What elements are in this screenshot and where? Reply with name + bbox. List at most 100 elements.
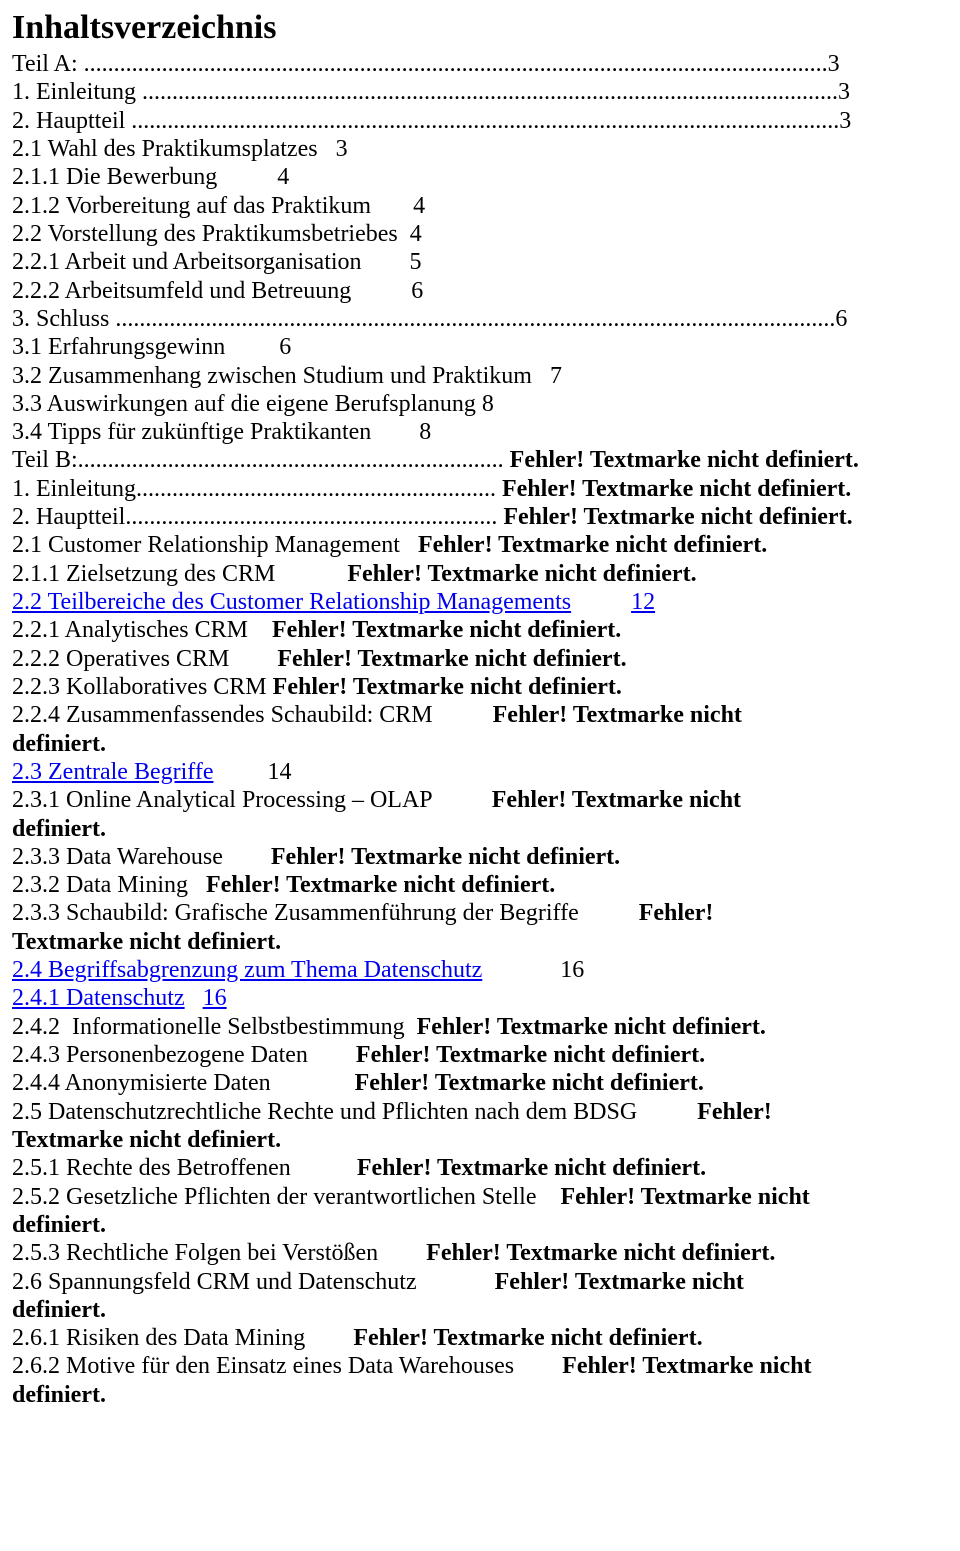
toc-link-page[interactable]: 12 [631, 589, 655, 615]
toc-line: 2.5.1 Rechte des Betroffenen Fehler! Tex… [12, 1154, 960, 1182]
toc-text: 2.6 Spannungsfeld CRM und Datenschutz [12, 1269, 495, 1295]
toc-line: 2.2.2 Operatives CRM Fehler! Textmarke n… [12, 645, 960, 673]
toc-spacer [185, 985, 203, 1011]
error-text: Fehler! Textmarke nicht [560, 1184, 809, 1210]
toc-line: 2.1.1 Die Bewerbung 4 [12, 163, 960, 191]
toc-line: 2.6.2 Motive für den Einsatz eines Data … [12, 1352, 960, 1380]
toc-dots: ........................................… [78, 447, 510, 473]
toc-line: 2.6 Spannungsfeld CRM und Datenschutz Fe… [12, 1268, 960, 1296]
toc-line: 3.3 Auswirkungen auf die eigene Berufspl… [12, 390, 960, 418]
toc-line: 2.1 Wahl des Praktikumsplatzes 3 [12, 135, 960, 163]
toc-text: 2.5 Datenschutzrechtliche Rechte und Pfl… [12, 1099, 697, 1125]
toc-line: 2.3.2 Data Mining Fehler! Textmarke nich… [12, 871, 960, 899]
error-text: Fehler! Textmarke nicht [562, 1353, 811, 1379]
error-text: Fehler! Textmarke nicht definiert. [355, 1070, 704, 1096]
error-text-cont: definiert. [12, 815, 960, 843]
toc-line: 2.2 Teilbereiche des Customer Relationsh… [12, 588, 960, 616]
toc-line: 2. Hauptteil............................… [12, 503, 960, 531]
error-text: Fehler! Textmarke nicht definiert. [271, 844, 620, 870]
toc-line: 3. Schluss .............................… [12, 305, 960, 333]
toc-text: 2.4.3 Personenbezogene Daten [12, 1042, 356, 1068]
toc-line: 2.5 Datenschutzrechtliche Rechte und Pfl… [12, 1098, 960, 1126]
error-text-cont: definiert. [12, 1296, 960, 1324]
toc-line: 3.4 Tipps für zukünftige Praktikanten 8 [12, 418, 960, 446]
toc-line: 2.3.3 Schaubild: Grafische Zusammenführu… [12, 899, 960, 927]
toc-line: 2.4 Begriffsabgrenzung zum Thema Datensc… [12, 956, 960, 984]
toc-line: Teil B:.................................… [12, 446, 960, 474]
toc-line: 2.2.1 Analytisches CRM Fehler! Textmarke… [12, 616, 960, 644]
toc-text: 2.2.2 Operatives CRM [12, 646, 277, 672]
toc-line: 2.4.1 Datenschutz 16 [12, 984, 960, 1012]
toc-text: 2.5.2 Gesetzliche Pflichten der verantwo… [12, 1184, 560, 1210]
toc-line: 2.2.1 Arbeit und Arbeitsorganisation 5 [12, 248, 960, 276]
toc-text: 2.3.3 Schaubild: Grafische Zusammenführu… [12, 900, 639, 926]
error-text: Fehler! Textmarke nicht definiert. [353, 1325, 702, 1351]
error-text: Fehler! Textmarke nicht definiert. [356, 1042, 705, 1068]
toc-line: Teil A: ................................… [12, 50, 960, 78]
toc-line: 2.3.1 Online Analytical Processing – OLA… [12, 786, 960, 814]
error-text: Fehler! Textmarke nicht definiert. [277, 646, 626, 672]
toc-text: 2.4.2 Informationelle Selbstbestimmung [12, 1014, 417, 1040]
toc-dots: ........................................… [136, 476, 502, 502]
toc-spacer [571, 589, 631, 615]
toc-line: 3.1 Erfahrungsgewinn 6 [12, 333, 960, 361]
toc-text: 14 [213, 759, 291, 785]
error-text: Fehler! Textmarke nicht definiert. [510, 447, 859, 473]
error-text: Fehler! Textmarke nicht definiert. [502, 476, 851, 502]
toc-text: 2.3.1 Online Analytical Processing – OLA… [12, 787, 492, 813]
error-text-cont: definiert. [12, 1381, 960, 1409]
toc-line: 2.1.2 Vorbereitung auf das Praktikum 4 [12, 192, 960, 220]
toc-text: 2.1.1 Zielsetzung des CRM [12, 561, 347, 587]
toc-line: 2.2.2 Arbeitsumfeld und Betreuung 6 [12, 277, 960, 305]
toc-text: 2.3.2 Data Mining [12, 872, 206, 898]
error-text: Fehler! Textmarke nicht definiert. [206, 872, 555, 898]
error-text: Fehler! Textmarke nicht [495, 1269, 744, 1295]
toc-link[interactable]: 2.3 Zentrale Begriffe [12, 759, 213, 785]
toc-text: 2.5.1 Rechte des Betroffenen [12, 1155, 357, 1181]
error-text: Fehler! [697, 1099, 772, 1125]
toc-line: 1. Einleitung ..........................… [12, 78, 960, 106]
toc-line: 2.3.3 Data Warehouse Fehler! Textmarke n… [12, 843, 960, 871]
toc-text: 2.2.1 Analytisches CRM [12, 617, 272, 643]
toc-line: 2.2 Vorstellung des Praktikumsbetriebes … [12, 220, 960, 248]
error-text: Fehler! Textmarke nicht [493, 702, 742, 728]
toc-line: 2.4.4 Anonymisierte Daten Fehler! Textma… [12, 1069, 960, 1097]
toc-text: 2.3.3 Data Warehouse [12, 844, 271, 870]
error-text: Fehler! Textmarke nicht definiert. [273, 674, 622, 700]
toc-line: 2.1 Customer Relationship Management Feh… [12, 531, 960, 559]
error-text: Fehler! Textmarke nicht definiert. [426, 1240, 775, 1266]
toc-line: 2.4.2 Informationelle Selbstbestimmung F… [12, 1013, 960, 1041]
toc-text: 1. Einleitung [12, 476, 136, 502]
error-text-cont: Textmarke nicht definiert. [12, 1126, 960, 1154]
error-text: Fehler! Textmarke nicht definiert. [418, 532, 767, 558]
error-text: Fehler! Textmarke nicht [492, 787, 741, 813]
toc-text: 2.5.3 Rechtliche Folgen bei Verstößen [12, 1240, 426, 1266]
toc-line: 2. Hauptteil ...........................… [12, 107, 960, 135]
error-text-cont: Textmarke nicht definiert. [12, 928, 960, 956]
error-text: Fehler! Textmarke nicht definiert. [347, 561, 696, 587]
toc-link[interactable]: 2.2 Teilbereiche des Customer Relationsh… [12, 589, 571, 615]
toc-line: 2.5.3 Rechtliche Folgen bei Verstößen Fe… [12, 1239, 960, 1267]
error-text: Fehler! [639, 900, 714, 926]
toc-text: Teil B: [12, 447, 78, 473]
toc-line: 2.1.1 Zielsetzung des CRM Fehler! Textma… [12, 560, 960, 588]
toc-line: 2.6.1 Risiken des Data Mining Fehler! Te… [12, 1324, 960, 1352]
error-text: Fehler! Textmarke nicht definiert. [357, 1155, 706, 1181]
toc-text: 2.2.3 Kollaboratives CRM [12, 674, 273, 700]
toc-link[interactable]: 2.4.1 Datenschutz [12, 985, 185, 1011]
error-text: Fehler! Textmarke nicht definiert. [272, 617, 621, 643]
toc-text: 2.6.2 Motive für den Einsatz eines Data … [12, 1353, 562, 1379]
toc-text: 2. Hauptteil [12, 504, 125, 530]
toc-text: 2.6.1 Risiken des Data Mining [12, 1325, 353, 1351]
toc-line: 3.2 Zusammenhang zwischen Studium und Pr… [12, 362, 960, 390]
toc-link[interactable]: 2.4 Begriffsabgrenzung zum Thema Datensc… [12, 957, 482, 983]
toc-dots: ........................................… [125, 504, 503, 530]
toc-text: 2.1 Customer Relationship Management [12, 532, 418, 558]
toc-text: 16 [482, 957, 584, 983]
toc-line: 2.2.3 Kollaboratives CRM Fehler! Textmar… [12, 673, 960, 701]
toc-line: 2.3 Zentrale Begriffe 14 [12, 758, 960, 786]
toc-link-page[interactable]: 16 [203, 985, 227, 1011]
error-text-cont: definiert. [12, 730, 960, 758]
toc-text: 2.4.4 Anonymisierte Daten [12, 1070, 355, 1096]
toc-line: 2.2.4 Zusammenfassendes Schaubild: CRM F… [12, 701, 960, 729]
